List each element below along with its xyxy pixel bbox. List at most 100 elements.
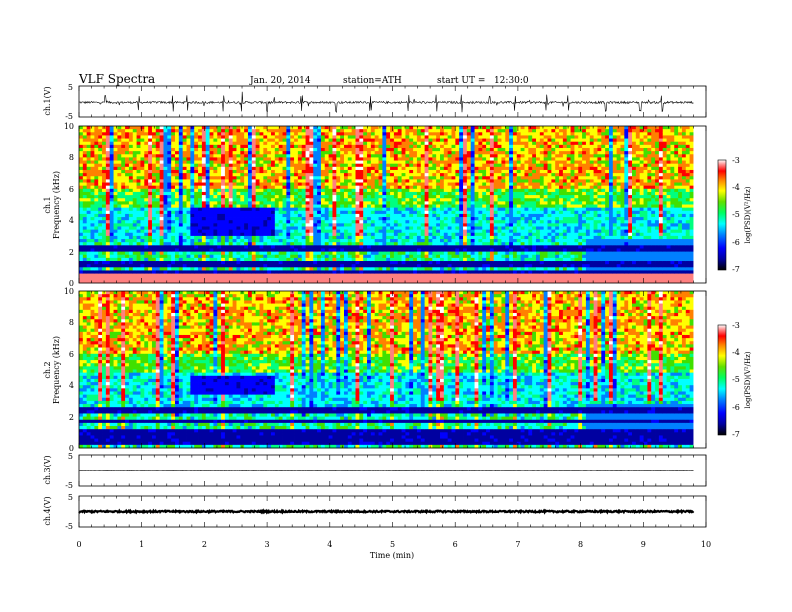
spectrogram-cell <box>378 144 383 149</box>
spectrogram-cell <box>455 276 460 281</box>
spectrogram-cell <box>305 226 310 231</box>
spectrogram-cell <box>409 210 414 215</box>
spectrogram-cell <box>82 126 88 130</box>
spectrogram-cell <box>416 210 422 215</box>
spectrogram-cell <box>182 129 187 133</box>
spectrogram-cell <box>324 157 330 161</box>
spectrogram-cell <box>440 179 445 183</box>
spectrogram-cell <box>167 220 172 224</box>
spectrogram-cell <box>217 144 222 149</box>
spectrogram-cell <box>397 166 402 171</box>
spectrogram-cell <box>428 173 433 177</box>
spectrogram-cell <box>386 213 391 218</box>
spectrogram-cell <box>320 242 326 246</box>
spectrogram-cell <box>416 154 422 158</box>
spectrogram-cell <box>113 242 118 246</box>
spectrogram-cell <box>194 229 199 234</box>
spectrogram-cell <box>159 245 164 249</box>
spectrogram-cell <box>271 144 276 149</box>
spectrogram-cell <box>175 229 180 234</box>
spectrogram-cell <box>459 195 464 199</box>
spectrogram-cell <box>171 276 176 281</box>
spectrogram-cell <box>367 179 372 183</box>
spectrogram-cell <box>309 217 314 221</box>
spectrogram-cell <box>232 210 237 215</box>
spectrogram-cell <box>263 254 268 259</box>
spectrogram-cell <box>301 226 306 231</box>
spectrogram-cell <box>424 257 429 262</box>
spectrogram-cell <box>282 198 287 202</box>
spectrogram-cell <box>263 173 268 177</box>
spectrogram-cell <box>221 191 226 196</box>
spectrogram-cell <box>182 141 187 146</box>
spectrogram-cell <box>274 160 280 165</box>
spectrogram-cell <box>113 232 118 237</box>
spectrogram-cell <box>363 135 368 139</box>
spectrogram-cell <box>263 251 268 256</box>
spectrogram-cell <box>255 261 260 265</box>
spectrogram-cell <box>217 223 222 227</box>
spectrogram-cell <box>378 185 383 190</box>
spectrogram-cell <box>213 160 218 165</box>
spectrogram-cell <box>440 169 445 174</box>
spectrogram-cell <box>251 220 257 224</box>
spectrogram-cell <box>374 141 379 146</box>
spectrogram-cell <box>205 191 210 196</box>
spectrogram-cell <box>405 242 410 246</box>
spectrogram-cell <box>105 166 111 171</box>
spectrogram-cell <box>282 126 287 130</box>
spectrogram-cell <box>190 279 195 284</box>
spectrogram-cell <box>424 264 429 268</box>
spectrogram-cell <box>136 210 141 215</box>
spectrogram-cell <box>440 138 445 143</box>
spectrogram-cell <box>244 129 249 133</box>
spectrogram-cell <box>370 166 376 171</box>
spectrogram-cell <box>447 185 452 190</box>
spectrogram-cell <box>163 223 168 227</box>
spectrogram-cell <box>382 191 387 196</box>
spectrogram-cell <box>447 135 452 139</box>
spectrogram-cell <box>178 129 184 133</box>
spectrogram-cell <box>198 264 203 268</box>
spectrogram-cell <box>367 151 372 155</box>
spectrogram-cell <box>409 135 414 139</box>
spectrogram-cell <box>244 163 249 168</box>
spectrogram-cell <box>155 135 161 139</box>
spectrogram-cell <box>148 267 153 271</box>
spectrogram-cell <box>351 179 356 183</box>
spectrogram-cell <box>94 144 99 149</box>
spectrogram-cell <box>190 261 195 265</box>
spectrogram-cell <box>109 235 114 240</box>
spectrogram-cell <box>213 188 218 193</box>
spectrogram-cell <box>259 129 264 133</box>
spectrogram-cell <box>440 132 445 136</box>
spectrogram-cell <box>117 239 122 243</box>
spectrogram-cell <box>109 261 114 265</box>
spectrogram-cell <box>363 267 368 271</box>
spectrogram-cell <box>420 254 426 259</box>
spectrogram-cell <box>148 154 153 158</box>
spectrogram-cell <box>132 188 138 193</box>
spectrogram-cell <box>440 229 445 234</box>
spectrogram-cell <box>328 261 333 265</box>
spectrogram-cell <box>343 126 349 130</box>
spectrogram-cell <box>378 232 383 237</box>
spectrogram-cell <box>259 232 264 237</box>
spectrogram-cell <box>328 213 333 218</box>
spectrogram-cell <box>374 220 379 224</box>
spectrogram-cell <box>336 182 341 187</box>
spectrogram-cell <box>436 267 441 271</box>
spectrogram-cell <box>213 232 218 237</box>
spectrogram-cell <box>121 270 126 274</box>
spectrogram-cell <box>455 160 460 165</box>
spectrogram-cell <box>251 198 257 202</box>
spectrogram-cell <box>98 144 103 149</box>
spectrogram-cell <box>409 232 414 237</box>
spectrogram-cell <box>136 279 141 284</box>
spectrogram-cell <box>324 195 330 199</box>
spectrogram-cell <box>148 210 153 215</box>
spectrogram-cell <box>405 144 410 149</box>
spectrogram-cell <box>317 126 322 130</box>
spectrogram-cell <box>301 179 306 183</box>
spectrogram-cell <box>205 141 210 146</box>
